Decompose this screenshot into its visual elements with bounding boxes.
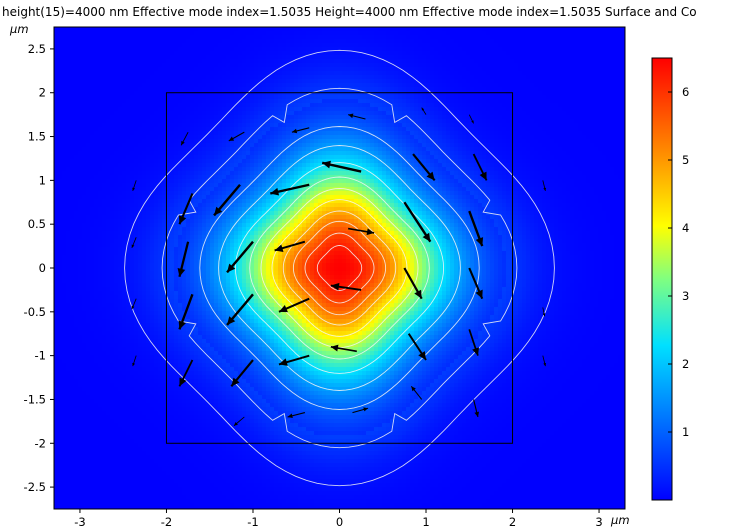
- plot-title: height(15)=4000 nm Effective mode index=…: [2, 5, 697, 19]
- field-arrow: [473, 399, 480, 418]
- y-tick-label: -0.5: [24, 305, 46, 319]
- x-tick-label: 3: [595, 515, 602, 527]
- field-arrow: [178, 193, 194, 225]
- y-tick-label: 2: [39, 86, 46, 100]
- field-arrow: [412, 153, 436, 182]
- field-arrow: [226, 293, 254, 326]
- field-arrow: [472, 153, 488, 181]
- field-arrow: [410, 385, 423, 400]
- field-arrow: [230, 359, 254, 387]
- field-arrow: [348, 227, 375, 236]
- field-arrow: [213, 183, 241, 217]
- field-arrow: [287, 412, 306, 419]
- field-arrow: [330, 282, 362, 291]
- x-axis: -3 -2 -1 0 1 2 3: [74, 509, 603, 527]
- y-unit-label: μm: [9, 22, 29, 36]
- field-arrow: [226, 240, 254, 274]
- colorbar-tick-label: 2: [682, 357, 689, 371]
- heatmap-layer: [54, 27, 625, 509]
- field-arrow: [233, 416, 245, 427]
- field-arrow: [278, 354, 310, 366]
- field-arrow: [278, 297, 310, 313]
- field-arrow: [542, 307, 546, 317]
- field-arrow: [468, 210, 484, 247]
- field-arrow: [542, 180, 547, 191]
- colorbar-tick-label: 4: [682, 221, 689, 235]
- x-tick-label: -3: [74, 515, 85, 527]
- contour-line-10: [304, 232, 375, 304]
- colorbar-tick-label: 5: [682, 153, 689, 167]
- x-tick-label: 1: [422, 515, 429, 527]
- x-tick-label: -1: [247, 515, 258, 527]
- field-arrow: [180, 131, 189, 146]
- field-arrow: [403, 201, 432, 243]
- y-tick-label: -1: [35, 349, 46, 363]
- x-unit-label: μm: [610, 513, 630, 527]
- contour-line-1: [161, 87, 518, 449]
- contour-line-7: [271, 199, 408, 337]
- x-tick-label: -2: [161, 515, 172, 527]
- colorbar-ticks: 1 2 3 4 5 6: [668, 85, 689, 439]
- y-tick-label: -1.5: [24, 392, 46, 406]
- field-arrow: [274, 240, 306, 252]
- field-arrow: [178, 359, 194, 387]
- field-arrow: [352, 407, 369, 414]
- field-arrow: [131, 237, 137, 248]
- colorbar-tick-label: 6: [682, 85, 689, 99]
- y-tick-label: -2.5: [24, 480, 46, 494]
- field-arrow: [403, 267, 423, 300]
- colorbar: 1 2 3 4 5 6: [651, 57, 689, 501]
- contour-line-9: [292, 220, 387, 316]
- field-arrow: [132, 180, 137, 192]
- colorbar-tick-label: 1: [682, 425, 689, 439]
- field-arrow: [330, 344, 357, 353]
- contour-line-3: [218, 145, 461, 391]
- x-tick-label: 0: [336, 515, 343, 527]
- contour-layer: [124, 49, 555, 487]
- colorbar-gradient: [651, 57, 673, 501]
- field-arrow: [177, 241, 190, 278]
- y-axis: 2.5 2 1.5 1 0.5 0 -0.5 -1 -1.5 -2 -2.5: [24, 42, 54, 494]
- y-tick-label: 0.5: [28, 217, 46, 231]
- y-tick-label: 1: [39, 173, 46, 187]
- field-arrow: [542, 355, 547, 367]
- arrow-layer: [131, 107, 547, 427]
- contour-line-0: [124, 49, 555, 487]
- field-arrow: [178, 293, 194, 330]
- y-tick-label: 0: [39, 261, 46, 275]
- contour-line-4: [234, 162, 445, 374]
- field-arrow: [468, 329, 480, 356]
- contour-line-11: [316, 245, 363, 291]
- field-arrow: [270, 183, 310, 196]
- contour-line-5: [249, 176, 430, 360]
- field-arrow: [468, 267, 484, 300]
- field-arrow: [468, 114, 474, 124]
- contour-line-8: [282, 210, 397, 326]
- field-arrow: [407, 333, 427, 361]
- field-arrow: [291, 127, 310, 134]
- field-arrow: [228, 131, 245, 142]
- field-arrow: [132, 355, 137, 367]
- field-arrow: [321, 160, 362, 173]
- field-arrow: [131, 298, 137, 310]
- contour-line-2: [199, 126, 480, 410]
- colorbar-tick-label: 3: [682, 289, 689, 303]
- field-arrow: [348, 113, 366, 120]
- y-tick-label: 2.5: [28, 42, 46, 56]
- y-tick-label: 1.5: [28, 130, 46, 144]
- contour-line-6: [260, 188, 419, 348]
- y-tick-label: -2: [35, 436, 46, 450]
- field-arrow: [421, 107, 427, 115]
- core-outline: [165, 92, 514, 444]
- x-tick-label: 2: [509, 515, 516, 527]
